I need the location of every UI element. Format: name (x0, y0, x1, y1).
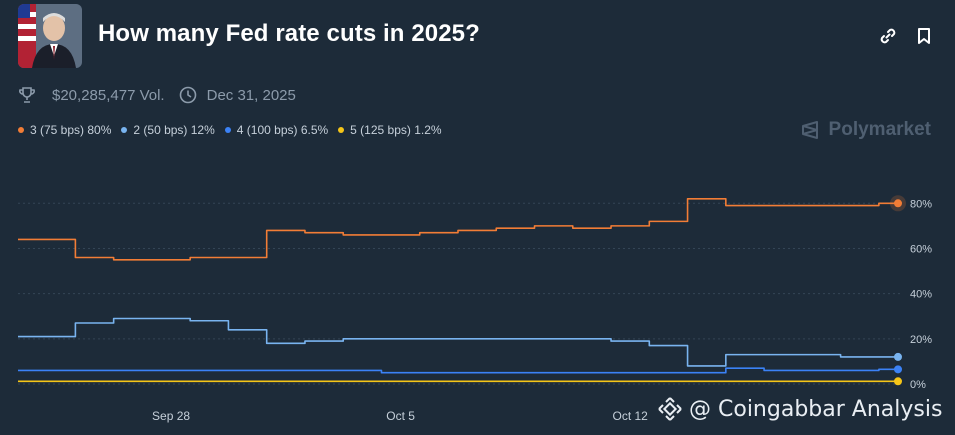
volume-text: $20,285,477 Vol. (52, 86, 165, 104)
bookmark-icon[interactable] (914, 26, 934, 46)
x-tick-label: Sep 28 (152, 409, 190, 423)
y-tick-label: 80% (910, 198, 932, 210)
series-line-3 (18, 367, 898, 374)
chart-legend: 3 (75 bps) 80% 2 (50 bps) 12% 4 (100 bps… (18, 123, 452, 137)
y-tick-label: 20% (910, 334, 932, 346)
legend-label: 5 (125 bps) 1.2% (350, 123, 442, 137)
line-chart: 0% 20% 40% 60% 80% Sep 28 Oct 5 Oct 12 (18, 195, 932, 423)
series-end-point-3 (894, 365, 902, 374)
market-image (18, 4, 82, 68)
x-tick-label: Oct 12 (612, 409, 648, 423)
brand-name: Polymarket (828, 119, 931, 140)
series-end-point-2 (894, 352, 902, 361)
y-tick-label: 0% (910, 379, 926, 391)
legend-dot (121, 127, 128, 133)
watermark-text: @ Coingabbar Analysis (689, 396, 943, 422)
end-date-text: Dec 31, 2025 (206, 86, 296, 104)
x-tick-label: Oct 5 (386, 409, 415, 423)
link-icon[interactable] (878, 26, 898, 46)
y-tick-label: 60% (910, 243, 932, 255)
series-end-point-1 (894, 199, 902, 208)
legend-item-4: 4 (100 bps) 6.5% (224, 123, 329, 137)
legend-label: 2 (50 bps) 12% (133, 123, 215, 137)
polymarket-logo-icon (801, 121, 818, 139)
legend-label: 3 (75 bps) 80% (30, 123, 112, 137)
volume: $20,285,477 Vol. (18, 86, 165, 104)
series-end-point-4 (894, 377, 902, 386)
legend-item-5: 5 (125 bps) 1.2% (338, 123, 442, 137)
legend-dot (338, 127, 345, 133)
legend-item-3: 3 (75 bps) 80% (18, 123, 111, 137)
legend-label: 4 (100 bps) 6.5% (236, 123, 329, 137)
trophy-icon (19, 87, 35, 103)
market-meta: $20,285,477 Vol. Dec 31, 2025 (18, 85, 296, 105)
binance-icon (658, 397, 682, 421)
series-line-1 (18, 197, 898, 261)
brand-logo: Polymarket (799, 119, 931, 141)
series-line-2 (18, 317, 898, 367)
watermark: @ Coingabbar Analysis (657, 396, 942, 422)
clock-icon (179, 86, 196, 104)
legend-item-2: 2 (50 bps) 12% (121, 123, 215, 137)
end-date: Dec 31, 2025 (179, 86, 296, 104)
legend-dot (224, 127, 231, 133)
legend-dot (18, 127, 24, 133)
y-tick-label: 40% (910, 289, 932, 301)
market-title: How many Fed rate cuts in 2025? (98, 20, 480, 47)
